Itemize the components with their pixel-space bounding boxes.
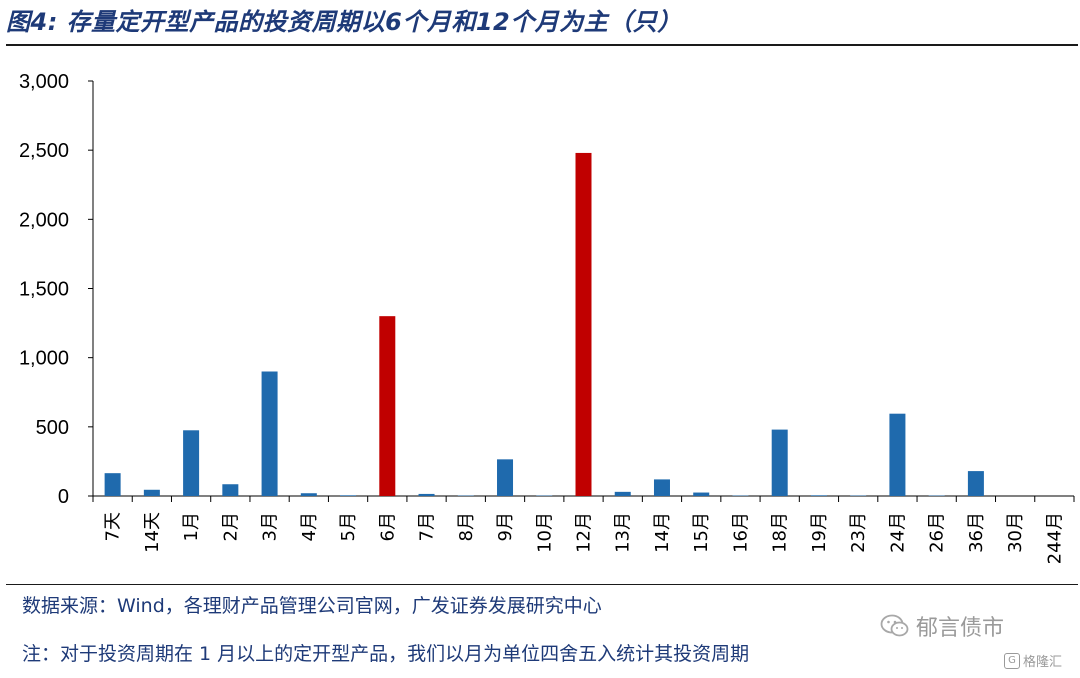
x-tick-label: 2月 <box>220 512 241 541</box>
watermark: 郁言债市 <box>880 610 1004 642</box>
x-tick-label: 13月 <box>613 512 634 553</box>
y-tick-label: 2,000 <box>19 209 69 231</box>
y-tick-label: 3,000 <box>19 71 69 93</box>
watermark-sub-label: 格隆汇 <box>1023 655 1063 670</box>
y-tick-label: 500 <box>36 417 69 439</box>
x-tick-label: 5月 <box>338 512 359 541</box>
wechat-icon <box>880 614 909 637</box>
x-tick-label: 8月 <box>456 512 477 541</box>
bar-14月 <box>653 479 670 496</box>
x-tick-label: 36月 <box>966 512 987 553</box>
y-tick-label: 2,500 <box>19 140 69 162</box>
bar-4月 <box>300 493 317 496</box>
footnote: 注：对于投资周期在 1 月以上的定开型产品，我们以月为单位四舍五入统计其投资周期 <box>22 643 750 665</box>
bar-12月 <box>575 152 592 496</box>
x-tick-label: 15月 <box>691 512 712 553</box>
x-tick-label: 4月 <box>299 512 320 541</box>
bar-13月 <box>614 491 631 496</box>
bar-18月 <box>771 429 788 496</box>
x-tick-label: 3月 <box>260 512 281 541</box>
x-tick-label: 12月 <box>574 512 595 553</box>
bar-14天 <box>143 489 160 496</box>
bar-19月 <box>810 495 827 496</box>
x-tick-label: 26月 <box>927 512 948 553</box>
source-divider <box>6 584 1078 585</box>
x-tick-label: 10月 <box>534 512 555 553</box>
x-axis: 7天 14天 1月 2月 3月 4月 5月 6月 7月 8月 9月 10月 12月 13月 14月 15月 16… <box>92 495 1075 564</box>
bar-7月 <box>418 493 435 496</box>
x-tick-label: 24月 <box>887 512 908 553</box>
x-tick-label: 7月 <box>417 512 438 541</box>
x-tick-label: 1月 <box>181 512 202 541</box>
chart-title: 图4: 存量定开型产品的投资周期以6个月和12个月为主（只） <box>6 8 682 36</box>
bar-7天 <box>104 473 121 496</box>
watermark-secondary: G 格隆汇 <box>1004 651 1062 670</box>
bar-chart: 0 500 1,000 1,500 2,000 2,500 3,000 7天 14天 1月 2月 3… <box>19 71 1075 564</box>
bar-2月 <box>222 484 239 496</box>
bar-series <box>104 152 984 496</box>
x-tick-label: 16月 <box>730 512 751 553</box>
y-axis: 0 500 1,000 1,500 2,000 2,500 3,000 <box>19 71 94 508</box>
y-tick-label: 1,500 <box>19 279 69 301</box>
bar-24月 <box>889 413 906 496</box>
bar-5月 <box>340 495 357 496</box>
x-tick-label: 6月 <box>377 512 398 541</box>
gelonghui-logo-icon: G <box>1004 652 1020 669</box>
bar-36月 <box>967 471 984 496</box>
bar-6月 <box>379 316 396 496</box>
x-tick-label: 19月 <box>809 512 830 553</box>
bar-15月 <box>693 492 710 496</box>
bar-9月 <box>497 459 514 496</box>
title-divider <box>6 44 1078 46</box>
x-tick-label: 7天 <box>103 512 124 541</box>
x-tick-label: 244月 <box>1044 512 1065 564</box>
x-tick-label: 30月 <box>1005 512 1026 553</box>
x-tick-label: 14天 <box>142 512 163 553</box>
x-tick-label: 18月 <box>770 512 791 553</box>
watermark-label: 郁言债市 <box>916 616 1005 641</box>
data-source-note: 数据来源：Wind，各理财产品管理公司官网，广发证券发展研究中心 <box>22 595 602 617</box>
x-tick-label: 14月 <box>652 512 673 553</box>
x-tick-label: 23月 <box>848 512 869 553</box>
bar-1月 <box>183 430 200 496</box>
bar-3月 <box>261 371 278 496</box>
y-tick-label: 0 <box>58 486 69 508</box>
x-tick-label: 9月 <box>495 512 516 541</box>
y-tick-label: 1,000 <box>19 348 69 370</box>
